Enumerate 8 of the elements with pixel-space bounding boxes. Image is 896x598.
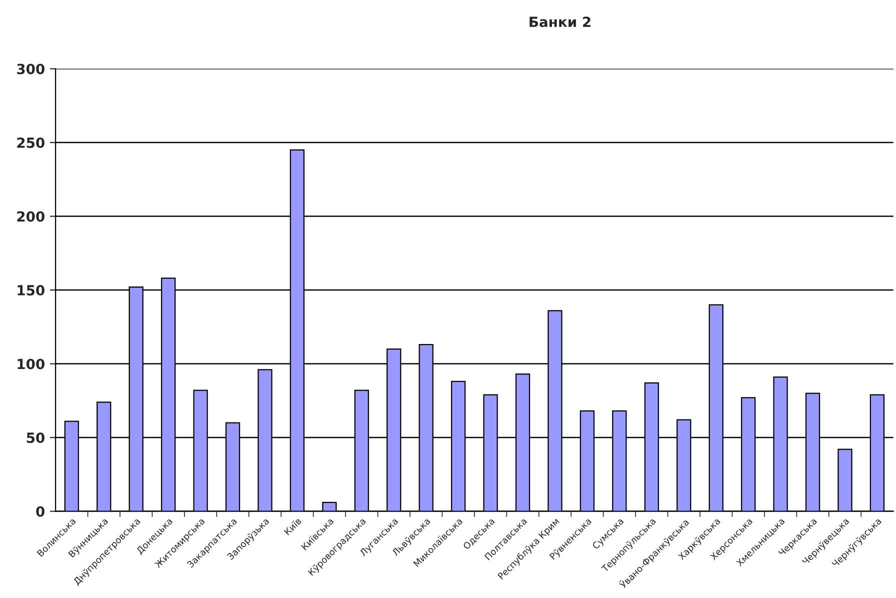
y-tick-label: 150 xyxy=(18,285,44,296)
y-tick-label: 0 xyxy=(36,506,44,517)
y-tick-label: 250 xyxy=(17,137,44,148)
y-tick-label: 100 xyxy=(18,358,44,370)
y-tick-label: 300 xyxy=(17,64,44,74)
y-tick-label: 50 xyxy=(26,432,44,444)
y-tick-label: 200 xyxy=(17,211,44,222)
chart-title: Банки 2 xyxy=(530,16,590,28)
